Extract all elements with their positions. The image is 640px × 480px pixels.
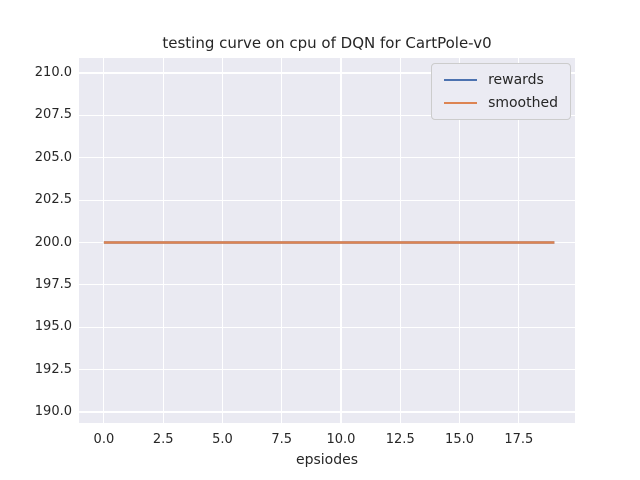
y-tick-label: 202.5 [34, 192, 72, 208]
series-lines [103, 241, 555, 244]
x-tick-label: 10.0 [326, 432, 356, 447]
x-tick-label: 7.5 [271, 432, 293, 447]
y-gridline [79, 411, 575, 413]
y-tick-label: 190.0 [34, 403, 72, 419]
y-gridline [79, 369, 575, 371]
legend-label-smoothed: smoothed [488, 95, 558, 111]
x-tick-label: 15.0 [445, 432, 474, 447]
x-tick-label: 12.5 [385, 432, 415, 447]
y-tick-label: 200.0 [34, 234, 72, 250]
y-gridline [79, 157, 575, 159]
legend: rewards smoothed [431, 63, 571, 120]
plot-area: rewards smoothed [79, 58, 575, 423]
legend-swatch-rewards [444, 78, 478, 82]
y-tick-label: 207.5 [34, 107, 72, 123]
legend-item-rewards: rewards [444, 72, 558, 88]
legend-swatch-smoothed [444, 101, 478, 105]
y-gridline [79, 199, 575, 201]
x-tick-label: 17.5 [504, 432, 534, 447]
x-gridline [458, 58, 461, 423]
x-gridline [518, 58, 520, 423]
x-tick-label: 0.0 [93, 432, 115, 447]
x-tick-label: 2.5 [152, 432, 174, 447]
y-gridline [79, 326, 575, 328]
y-tick-label: 192.5 [34, 361, 72, 377]
x-gridline [281, 58, 283, 423]
legend-label-rewards: rewards [488, 72, 544, 88]
x-gridline [162, 58, 164, 423]
y-tick-label: 210.0 [34, 65, 72, 81]
y-gridline [79, 72, 575, 74]
legend-item-smoothed: smoothed [444, 95, 558, 111]
y-tick-label: 195.0 [34, 319, 72, 335]
y-gridline [79, 284, 575, 286]
x-gridline [340, 58, 342, 423]
x-gridline [221, 58, 224, 423]
y-tick-label: 197.5 [34, 276, 72, 292]
x-tick-label: 5.0 [212, 432, 233, 447]
y-tick-label: 205.0 [34, 149, 72, 165]
chart-title: testing curve on cpu of DQN for CartPole… [162, 34, 492, 52]
y-gridline [79, 114, 575, 117]
x-gridline [103, 58, 105, 423]
x-axis-label: epsiodes [295, 452, 359, 468]
x-gridline [399, 58, 401, 423]
